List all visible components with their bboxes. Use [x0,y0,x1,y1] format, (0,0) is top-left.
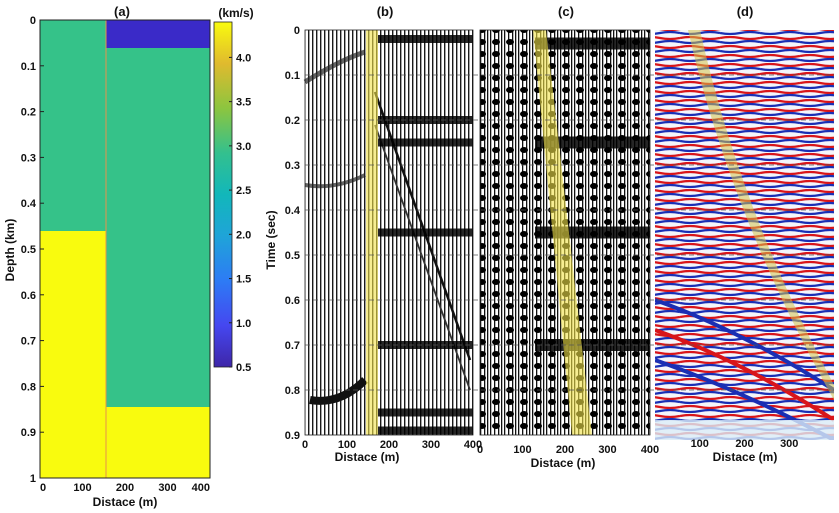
highlight-band-d [688,30,834,400]
time-tick-label: 0.9 [285,430,300,442]
panel-a-ytick-label: 0.5 [21,244,36,256]
panel-a-ytick-label: 0.7 [21,336,36,348]
reflection-event [535,339,650,351]
colorbar-tick-label: 0.5 [236,362,251,374]
time-tick-label: 0.7 [285,340,300,352]
time-axis: Time (sec) 0 0.1 0.2 0.3 0.4 0.5 0.6 0.7 0.8 0.9 [264,25,301,442]
panel-a-ytick-label: 0.9 [21,427,36,439]
velocity-block-right-top [106,20,210,48]
panel-a-xtick-label: 400 [192,482,210,494]
panel-a-ylabel: Depth (km) [3,219,17,282]
time-tick-label: 0.6 [285,295,300,307]
panel-b-frame [304,29,474,436]
dipping-event-2 [655,328,834,422]
panel-c-xtick-label: 100 [513,444,531,456]
time-tick-label: 0.4 [285,205,301,217]
panel-d-image [655,30,834,440]
velocity-model [40,20,210,478]
panel-b-xtick-label: 400 [464,439,482,451]
dipping-event-1 [655,298,834,392]
panel-c-xtick-label: 400 [641,444,659,456]
colorbar-tick-label: 4.0 [236,52,251,64]
panel-a-xtick-label: 0 [40,482,46,494]
panel-b: (b) Distace (m) 0 100 200 300 400 [302,4,482,464]
panel-a-title: (a) [114,4,130,19]
velocity-block-right-bottom [106,407,210,478]
time-tick-label: 0.3 [285,160,300,172]
velocity-block-left-lower [40,231,106,478]
colorbar-unit: (km/s) [218,6,253,20]
panel-a-ytick-label: 0.6 [21,290,36,302]
diffraction-left-3 [309,377,368,405]
panel-c-title: (c) [558,4,574,19]
diffraction-left-1 [303,49,366,85]
colorbar-tick-label: 3.5 [236,97,251,109]
panel-d-reflections [655,298,834,440]
time-tick-label: 0.1 [285,70,300,82]
panel-d-xtick-label: 100 [691,438,709,450]
reflection-event [378,408,473,417]
panel-a-ytick-label: 0.2 [21,107,36,119]
panel-b-title: (b) [377,4,394,19]
time-gridlines [305,74,834,391]
colorbar-tick-label: 1.0 [236,318,251,330]
reflection-event [535,136,650,149]
panel-b-xtick-label: 200 [380,439,398,451]
time-axis-label: Time (sec) [264,210,278,269]
highlight-band-b [366,30,378,435]
panel-a-ytick-label: 0.1 [21,61,36,73]
velocity-block-right-middle [106,48,210,407]
time-tick-label: 0.8 [285,385,300,397]
panel-d-title: (d) [737,4,754,19]
panel-b-xtick-label: 100 [338,439,356,451]
panel-a-ytick-label: 1 [30,473,36,485]
reflection-event [535,37,650,50]
panel-c-xtick-label: 200 [556,444,574,456]
panel-d-xtick-label: 200 [735,438,753,450]
diffraction-left-2 [304,173,366,189]
panel-a-xlabel: Distace (m) [93,495,158,509]
reflection-event [378,228,473,237]
highlight-band-c [533,30,592,435]
reflection-event [378,35,473,43]
panel-b-xtick-label: 300 [422,439,440,451]
colorbar-gradient [213,21,233,368]
panel-a-xtick-label: 100 [73,482,91,494]
panel-d: (d) Distace (m) 100 200 300 [655,4,834,464]
panel-a: (a) Depth (km) Distace (m) 0 0.1 0.2 0.3 0.4… [3,4,211,509]
colorbar: (km/s) 4.0 3.5 3.0 2.5 2.0 1.5 1.0 0.5 [213,6,254,374]
panel-a-xtick-label: 200 [116,482,134,494]
time-tick-label: 0.2 [285,115,300,127]
panel-c-xtick-label: 0 [477,444,483,456]
colorbar-tick-label: 2.5 [236,185,251,197]
panel-c-xlabel: Distace (m) [531,456,596,470]
colorbar-tick-label: 2.0 [236,229,251,241]
panel-a-ytick-label: 0.4 [21,198,37,210]
panel-c-frame [479,29,651,436]
panel-a-ytick-label: 0 [30,15,36,27]
linear-event [373,91,472,361]
panel-b-xlabel: Distace (m) [335,450,400,464]
panel-c: (c) Distace (m) 0 100 200 300 400 [477,4,659,470]
panel-a-xtick-label: 300 [158,482,176,494]
reflection-event [378,426,473,435]
bottom-fade [655,420,834,440]
panel-a-ytick-label: 0.8 [21,381,36,393]
colorbar-tick-label: 1.5 [236,274,251,286]
time-tick-label: 0.5 [285,250,300,262]
panel-d-xtick-label: 300 [780,438,798,450]
colorbar-tick-label: 3.0 [236,141,251,153]
panel-b-xtick-label: 0 [302,439,308,451]
velocity-block-left-upper [40,20,106,231]
panel-a-ytick-label: 0.3 [21,152,36,164]
reflection-event [378,138,473,147]
time-tick-label: 0 [294,25,300,37]
panel-c-xtick-label: 300 [598,444,616,456]
panel-d-xlabel: Distace (m) [713,450,778,464]
